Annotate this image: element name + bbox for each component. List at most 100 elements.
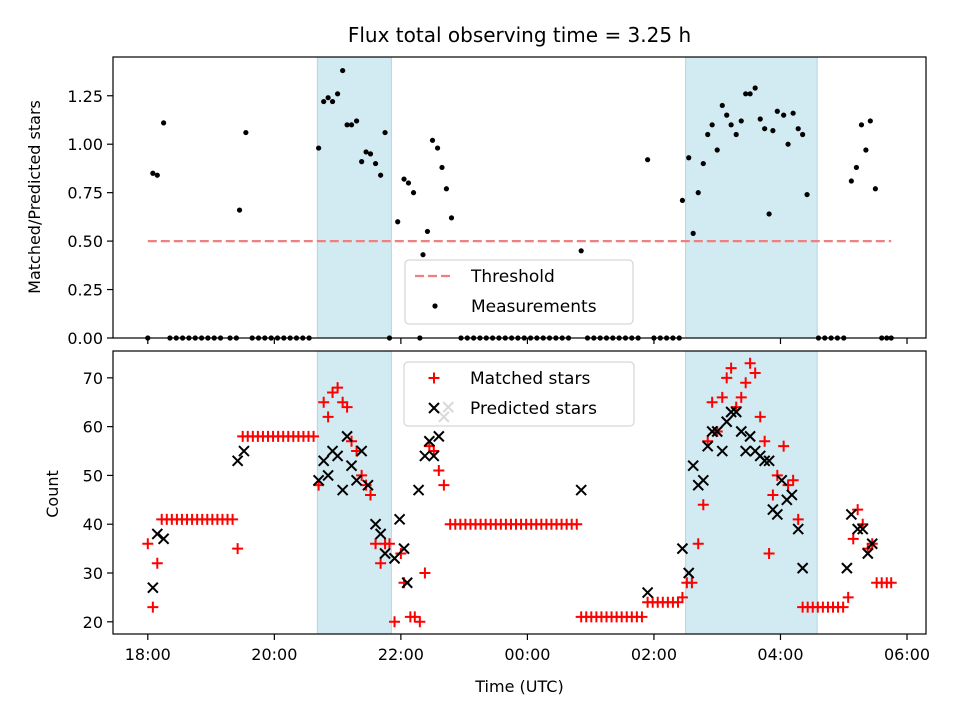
predicted-star-point [157,533,170,545]
matched-star-point [885,577,897,589]
measurement-point [382,129,388,136]
matched-star-point [725,362,737,374]
top-panel: 0.00 0.25 0.50 0.75 1.00 1.25 Threshold Measure… [67,56,927,348]
matched-star-point [787,474,799,486]
legend-label: Threshold [470,267,555,287]
matched-star-point [735,391,747,403]
measurement-point [705,131,711,138]
legend-box [403,361,635,427]
x-tick-label: 18:00 [125,645,171,664]
bottom-y-tick-label: 70 [83,369,103,388]
top-shaded-interval [685,56,818,339]
predicted-star-point [331,450,344,462]
matched-star-point [151,557,163,569]
predicted-star-point [362,479,374,491]
predicted-star-point [423,435,436,447]
predicted-star-point [792,523,804,535]
predicted-star-point [151,528,163,540]
matched-star-point [232,543,244,555]
measurement-point [236,207,243,213]
bottom-series-matched-stars [142,357,897,628]
matched-star-point [837,601,849,613]
matched-star-point [142,538,154,550]
predicted-star-point [322,469,334,482]
predicted-star-point [350,474,363,487]
top-y-axis-label: Matched/Predicted stars [25,100,44,294]
predicted-star-point [711,425,723,438]
matched-star-point [847,533,859,545]
predicted-star-point [744,430,756,443]
predicted-star-point [355,445,368,457]
bottom-y-tick-label: 30 [83,564,103,583]
matched-star-point [767,489,779,501]
predicted-star-point [771,508,784,521]
legend-box [404,259,634,325]
measurement-point [439,164,445,171]
matched-star-point [227,513,239,525]
matched-star-point [754,411,766,423]
predicted-star-point [697,474,710,487]
measurement-point [762,126,768,132]
measurement-point [161,120,167,126]
matched-star-point [697,499,709,511]
predicted-star-point [419,450,431,462]
measurement-point [405,180,412,186]
matched-star-point [749,367,761,379]
predicted-star-point [641,586,654,599]
predicted-star-point [345,459,358,472]
measurement-point [728,122,734,128]
legend-label: Matched stars [470,369,590,389]
predicted-star-point [845,508,858,521]
bottom-y-tick-label: 20 [83,613,103,632]
matched-star-point [842,591,854,603]
matched-star-point [676,591,688,603]
matched-star-point [686,577,698,589]
matched-star-point [763,547,775,559]
measurement-point [858,122,865,128]
predicted-star-point [841,562,853,574]
predicted-star-point [398,542,410,555]
measurement-point [150,170,156,176]
measurement-point [335,91,341,97]
matched-star-point [147,601,159,613]
measurement-point [766,211,772,217]
predicted-star-point [231,455,244,467]
bottom-legend: Matched stars Predicted stars [403,361,635,427]
matched-star-point [782,479,794,491]
x-axis-label: Time (UTC) [474,677,563,696]
top-shaded-interval [316,56,392,339]
matched-star-point [370,538,382,550]
matched-star-point [744,357,756,369]
matched-star-point [395,547,407,559]
predicted-star-point [862,547,874,560]
measurement-point [690,230,696,236]
measurement-point [410,190,417,196]
x-tick-label: 06:00 [884,645,930,664]
matched-star-point [433,465,445,477]
predicted-star-point [393,513,406,526]
measurement-point [353,118,360,124]
matched-star-point [341,401,353,413]
matched-star-point [740,377,752,389]
predicted-star-point [851,523,864,535]
legend-label: Predicted stars [470,399,597,419]
measurement-point [348,122,355,128]
matched-star-point [778,440,790,452]
measurement-point [420,252,426,258]
predicted-star-point [433,430,445,443]
predicted-star-point [401,577,413,589]
measurement-point [770,128,776,134]
legend-measurement-swatch [432,303,438,309]
bottom-y-tick-label: 40 [83,515,103,534]
measurement-point [429,137,436,143]
measurement-point [367,151,374,157]
measurement-point [378,172,384,178]
measurement-point [785,141,791,147]
bottom-panel: 20 30 40 50 60 70 18:00 20:00 22:00 00:00 02:00 04:… [83,350,930,664]
measurement-point [747,91,753,97]
measurement-point [795,126,801,132]
top-y-tick-label: 0.00 [67,329,103,348]
measurement-point [448,215,455,221]
predicted-star-point [776,474,788,487]
bottom-shaded-interval [685,350,818,635]
